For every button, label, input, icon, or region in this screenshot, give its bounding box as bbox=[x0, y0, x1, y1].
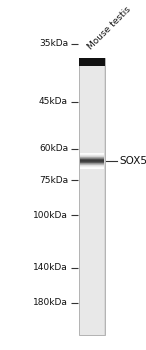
Bar bbox=[80, 168, 104, 169]
Bar bbox=[80, 154, 104, 155]
Bar bbox=[80, 160, 104, 161]
Text: 100kDa: 100kDa bbox=[33, 211, 68, 220]
Bar bbox=[80, 167, 104, 168]
Bar bbox=[80, 157, 104, 158]
Bar bbox=[80, 162, 104, 163]
Bar bbox=[80, 154, 104, 155]
Bar bbox=[80, 155, 104, 156]
Bar bbox=[80, 165, 104, 166]
Text: 180kDa: 180kDa bbox=[33, 298, 68, 307]
Bar bbox=[80, 161, 104, 162]
Text: 35kDa: 35kDa bbox=[39, 39, 68, 48]
Bar bbox=[80, 163, 104, 164]
Text: 140kDa: 140kDa bbox=[33, 263, 68, 272]
Text: 45kDa: 45kDa bbox=[39, 97, 68, 106]
Bar bbox=[80, 160, 104, 161]
Bar bbox=[80, 168, 104, 169]
Bar bbox=[80, 162, 104, 163]
Bar bbox=[79, 58, 105, 66]
Bar bbox=[79, 58, 105, 335]
Bar bbox=[80, 153, 104, 154]
Bar bbox=[80, 164, 104, 165]
Bar bbox=[80, 165, 104, 166]
Bar bbox=[80, 158, 104, 159]
Bar bbox=[80, 58, 104, 335]
Text: SOX5: SOX5 bbox=[120, 156, 146, 166]
Bar bbox=[80, 157, 104, 158]
Bar bbox=[80, 166, 104, 167]
Text: 60kDa: 60kDa bbox=[39, 144, 68, 153]
Text: Mouse testis: Mouse testis bbox=[86, 5, 132, 51]
Text: 75kDa: 75kDa bbox=[39, 176, 68, 185]
Bar bbox=[80, 159, 104, 160]
Bar bbox=[80, 156, 104, 157]
